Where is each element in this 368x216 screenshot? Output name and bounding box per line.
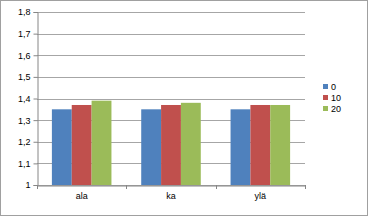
grid-line (37, 34, 305, 35)
grid-line (37, 99, 305, 100)
y-tick: 1,4 (18, 94, 38, 104)
y-tick: 1,6 (18, 51, 38, 61)
grid-line (37, 185, 305, 186)
bar (161, 105, 181, 185)
y-tick-mark (34, 77, 38, 78)
legend-label: 0 (331, 82, 336, 92)
x-axis: ala ka ylä (38, 186, 306, 201)
bar (141, 109, 161, 185)
chart-frame (1, 1, 368, 216)
x-tick: ala (76, 186, 88, 201)
bar (270, 105, 290, 185)
bar (181, 103, 201, 185)
y-tick-label: 1,6 (18, 51, 31, 61)
bars (52, 101, 290, 185)
chart: 1 1,1 1,2 1,3 1,4 1,5 1,6 1,7 1,8 ala ka ylä 01020 (0, 0, 368, 216)
x-tick-label: ka (166, 191, 176, 201)
grid (37, 13, 305, 186)
y-tick-label: 1,1 (18, 159, 31, 169)
y-tick: 1,1 (18, 159, 38, 169)
x-tick: ylä (255, 186, 267, 201)
x-axis-line (38, 186, 306, 187)
legend-label: 10 (331, 93, 341, 103)
legend-label: 20 (331, 104, 341, 114)
x-tick-label: ala (76, 191, 88, 201)
y-tick-mark (34, 12, 38, 13)
y-tick-mark (34, 142, 38, 143)
y-tick-mark (34, 55, 38, 56)
y-tick: 1,3 (18, 116, 38, 126)
y-tick-label: 1,3 (18, 116, 31, 126)
bar (52, 109, 72, 185)
y-tick-label: 1,8 (18, 7, 31, 17)
y-tick-mark (34, 120, 38, 121)
grid-line (37, 77, 305, 78)
bar (231, 109, 251, 185)
y-tick: 1,7 (18, 29, 38, 39)
y-tick-mark (34, 185, 38, 186)
y-tick-mark (34, 34, 38, 35)
x-separator (126, 185, 127, 189)
legend-key (323, 84, 328, 89)
grid-line (37, 12, 305, 13)
y-tick: 1 (25, 180, 37, 190)
legend-key (323, 95, 328, 100)
bar (250, 105, 270, 185)
y-tick-label: 1,7 (18, 29, 31, 39)
x-tick-label: ylä (255, 191, 267, 201)
y-tick: 1,8 (18, 7, 38, 17)
bar (92, 101, 112, 185)
x-tick: ka (166, 186, 176, 201)
legend: 01020 (323, 82, 341, 114)
x-separator (37, 185, 38, 189)
bar (72, 105, 92, 185)
y-tick-mark (34, 163, 38, 164)
y-tick-mark (34, 99, 38, 100)
x-separator (305, 185, 306, 189)
y-tick-label: 1,4 (18, 94, 31, 104)
y-tick-label: 1 (25, 180, 30, 190)
legend-key (323, 106, 328, 111)
x-separator (216, 185, 217, 189)
grid-line (37, 55, 305, 56)
y-tick: 1,2 (18, 137, 38, 147)
y-tick: 1,5 (18, 72, 38, 82)
y-tick-label: 1,5 (18, 72, 31, 82)
y-axis: 1 1,1 1,2 1,3 1,4 1,5 1,6 1,7 1,8 (18, 7, 38, 190)
y-tick-label: 1,2 (18, 137, 31, 147)
y-axis-line (34, 13, 39, 186)
